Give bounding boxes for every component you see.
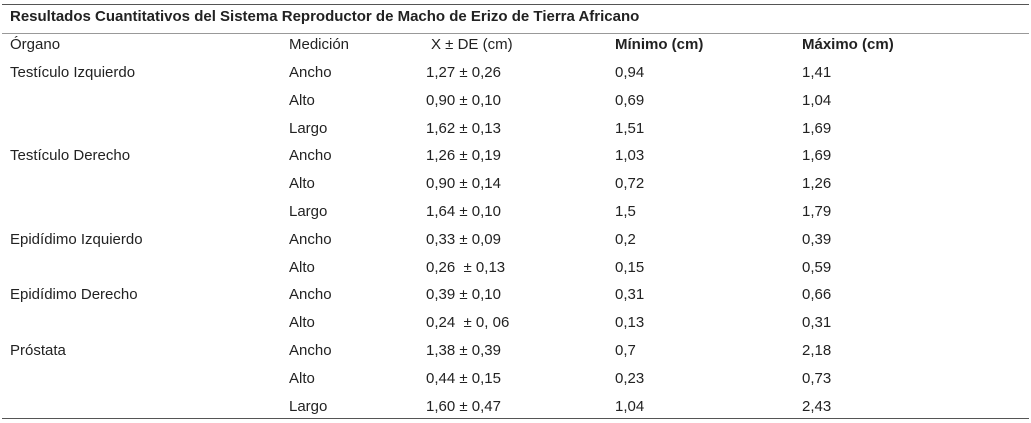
measure-cell: Ancho bbox=[289, 342, 332, 359]
value-cell: 0,31 bbox=[615, 286, 645, 304]
column-header: Órgano bbox=[10, 36, 61, 53]
value-cell: 1,04 bbox=[802, 91, 832, 109]
value-cell: 0,13 bbox=[615, 314, 645, 332]
value-cell: 1,5 bbox=[615, 203, 636, 220]
column-header: Máximo (cm) bbox=[802, 36, 894, 53]
organ-cell: Próstata bbox=[10, 342, 66, 359]
measure-cell: Alto bbox=[289, 369, 315, 387]
value-cell: 0,66 bbox=[802, 286, 832, 304]
value-cell: 0,73 bbox=[802, 369, 832, 387]
value-cell: 0,31 bbox=[802, 314, 832, 332]
value-cell: 0,72 bbox=[615, 175, 645, 193]
value-cell: 1,62 ± 0,13 bbox=[426, 119, 501, 137]
value-cell: 0,24 ± 0, 06 bbox=[426, 314, 510, 332]
organ-cell: Epidídimo Derecho bbox=[10, 286, 138, 304]
value-cell: 0,26 ± 0,13 bbox=[426, 258, 506, 276]
value-cell: 0,2 bbox=[615, 230, 636, 248]
measure-cell: Largo bbox=[289, 397, 328, 415]
value-cell: 0,33 ± 0,09 bbox=[426, 230, 501, 248]
value-cell: 1,60 ± 0,47 bbox=[426, 397, 501, 415]
value-cell: 1,51 bbox=[615, 119, 645, 137]
value-cell: 1,41 bbox=[802, 64, 832, 81]
value-cell: 1,04 bbox=[615, 397, 645, 415]
value-cell: 1,26 bbox=[802, 175, 832, 193]
value-cell: 0,39 bbox=[802, 230, 832, 248]
value-cell: 0,23 bbox=[615, 369, 645, 387]
column-header: Mínimo (cm) bbox=[615, 36, 704, 53]
table-title: Resultados Cuantitativos del Sistema Rep… bbox=[10, 8, 640, 25]
value-cell: 0,59 bbox=[802, 258, 832, 276]
organ-cell: Testículo Izquierdo bbox=[10, 64, 136, 81]
value-cell: 1,69 bbox=[802, 147, 832, 165]
value-cell: 1,03 bbox=[615, 147, 645, 165]
top-rule bbox=[2, 4, 1029, 5]
organ-cell: Epidídimo Izquierdo bbox=[10, 230, 143, 248]
value-cell: 0,39 ± 0,10 bbox=[426, 286, 501, 304]
value-cell: 0,94 bbox=[615, 64, 645, 81]
value-cell: 0,90 ± 0,10 bbox=[426, 91, 501, 109]
value-cell: 0,7 bbox=[615, 342, 636, 359]
value-cell: 1,27 ± 0,26 bbox=[426, 64, 501, 81]
value-cell: 0,44 ± 0,15 bbox=[426, 369, 501, 387]
measure-cell: Alto bbox=[289, 175, 315, 193]
value-cell: 2,18 bbox=[802, 342, 832, 359]
value-cell: 1,26 ± 0,19 bbox=[426, 147, 501, 165]
measure-cell: Alto bbox=[289, 91, 315, 109]
measure-cell: Ancho bbox=[289, 230, 332, 248]
organ-cell: Testículo Derecho bbox=[10, 147, 131, 165]
value-cell: 1,79 bbox=[802, 203, 832, 220]
measure-cell: Ancho bbox=[289, 147, 332, 165]
measure-cell: Largo bbox=[289, 203, 328, 220]
value-cell: 0,15 bbox=[615, 258, 645, 276]
value-cell: 0,69 bbox=[615, 91, 645, 109]
value-cell: 0,90 ± 0,14 bbox=[426, 175, 501, 193]
title-rule bbox=[2, 33, 1029, 34]
measure-cell: Ancho bbox=[289, 64, 332, 81]
bottom-rule bbox=[2, 418, 1029, 419]
value-cell: 1,38 ± 0,39 bbox=[426, 342, 501, 359]
measure-cell: Alto bbox=[289, 314, 315, 332]
measure-cell: Largo bbox=[289, 119, 328, 137]
measure-cell: Ancho bbox=[289, 286, 332, 304]
measure-cell: Alto bbox=[289, 258, 315, 276]
value-cell: 1,64 ± 0,10 bbox=[426, 203, 501, 220]
value-cell: 2,43 bbox=[802, 397, 832, 415]
column-header: X ± DE (cm) bbox=[431, 36, 513, 53]
column-header: Medición bbox=[289, 36, 350, 53]
value-cell: 1,69 bbox=[802, 119, 832, 137]
